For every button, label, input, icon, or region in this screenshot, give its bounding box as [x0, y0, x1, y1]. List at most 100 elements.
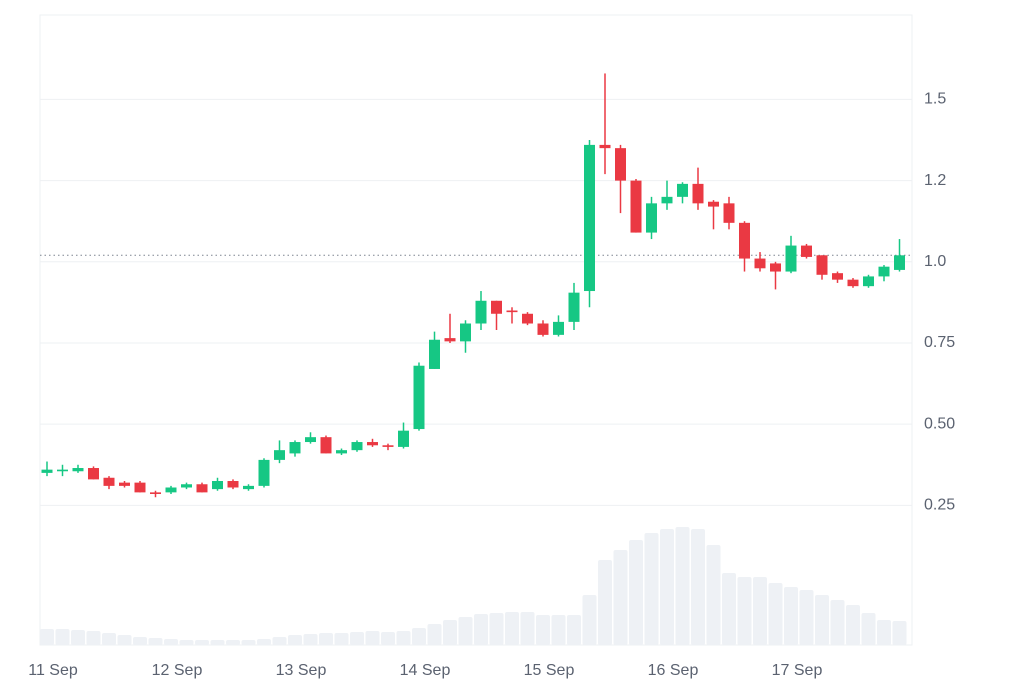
volume-bar	[753, 577, 767, 645]
candle-body	[568, 292, 580, 322]
candle-body	[382, 445, 394, 447]
volume-bar	[40, 629, 54, 645]
candle-body	[708, 201, 719, 207]
y-tick-label: 0.25	[924, 497, 955, 514]
candle-body	[181, 484, 192, 488]
y-tick-label: 1.5	[924, 91, 946, 108]
volume-bar	[613, 550, 628, 645]
volume-bar	[768, 583, 783, 645]
volume-bar	[319, 633, 333, 645]
volume-bar	[210, 640, 225, 645]
candle-body	[336, 450, 347, 454]
volume-bar	[815, 595, 829, 645]
candle-body	[847, 279, 859, 287]
candle-body	[398, 430, 409, 447]
volume-bar	[551, 615, 566, 645]
candle-body	[677, 183, 688, 197]
volume-bar	[226, 640, 240, 645]
candle-body	[878, 266, 890, 277]
volume-bar	[303, 634, 318, 645]
volume-bar	[582, 595, 597, 645]
candle-body	[599, 144, 611, 149]
plot-frame	[39, 14, 913, 646]
candle-body	[150, 492, 161, 494]
candle-body	[134, 482, 146, 493]
candle-body	[522, 313, 533, 324]
volume-bar	[660, 529, 674, 645]
candle-body	[894, 255, 905, 270]
candle-body	[72, 468, 84, 472]
candle-body	[212, 481, 223, 490]
volume-bar	[381, 632, 395, 645]
volume-bar	[598, 560, 612, 645]
volume-bar	[102, 633, 116, 645]
x-tick-label: 17 Sep	[772, 662, 823, 679]
volume-bar	[830, 600, 845, 645]
candle-body	[692, 183, 704, 204]
volume-bar	[722, 573, 736, 645]
y-tick-label: 0.50	[924, 415, 955, 432]
volume-bar	[55, 629, 70, 645]
volume-bar	[474, 614, 488, 645]
volume-bar	[195, 640, 209, 645]
volume-layer	[40, 527, 907, 645]
volume-bar	[567, 615, 581, 645]
candle-body	[475, 300, 487, 324]
candle-body	[413, 365, 425, 430]
candle-body	[816, 255, 828, 275]
volume-bar	[117, 635, 132, 645]
candle-body	[429, 339, 440, 369]
volume-bar	[350, 632, 364, 645]
volume-bar	[365, 631, 380, 645]
candle-body	[367, 442, 378, 446]
candle-layer	[41, 73, 905, 498]
volume-bar	[691, 529, 705, 645]
candle-body	[723, 203, 735, 223]
candle-body	[258, 459, 270, 486]
volume-bar	[846, 605, 860, 645]
volume-bar	[412, 628, 426, 645]
volume-bar	[675, 527, 690, 645]
candle-body	[196, 484, 208, 493]
volume-bar	[179, 640, 194, 645]
volume-bar	[799, 590, 814, 645]
volume-bar	[861, 613, 876, 645]
candle-body	[57, 469, 68, 472]
y-tick-label: 1.2	[924, 172, 946, 189]
volume-bar	[288, 635, 302, 645]
candle-body	[41, 469, 53, 473]
volume-bar	[257, 639, 271, 645]
volume-bar	[71, 630, 85, 645]
candle-body	[832, 273, 843, 280]
candle-body	[630, 180, 642, 233]
x-tick-label: 14 Sep	[400, 662, 451, 679]
volume-bar	[86, 631, 101, 645]
volume-bar	[877, 620, 891, 645]
candle-body	[739, 222, 750, 259]
volume-bar	[148, 638, 163, 645]
x-tick-label: 16 Sep	[648, 662, 699, 679]
volume-bar	[784, 587, 798, 645]
grid-layer	[40, 98, 912, 506]
candle-body	[243, 485, 254, 490]
x-tick-label: 12 Sep	[152, 662, 203, 679]
volume-bar	[706, 545, 721, 645]
volume-bar	[536, 615, 550, 645]
candle-body	[460, 323, 471, 342]
x-tick-label: 13 Sep	[276, 662, 327, 679]
volume-bar	[892, 621, 907, 645]
volume-bar	[427, 624, 442, 645]
candle-body	[770, 263, 781, 272]
candle-body	[351, 442, 363, 451]
volume-bar	[396, 631, 411, 645]
candle-body	[88, 468, 99, 480]
candle-body	[754, 258, 766, 269]
volume-bar	[737, 577, 752, 645]
candle-body	[320, 437, 332, 454]
volume-bar	[443, 620, 457, 645]
y-tick-label: 1.0	[924, 253, 946, 270]
candle-body	[274, 450, 285, 460]
candle-body	[553, 321, 564, 335]
candle-body	[537, 323, 549, 335]
